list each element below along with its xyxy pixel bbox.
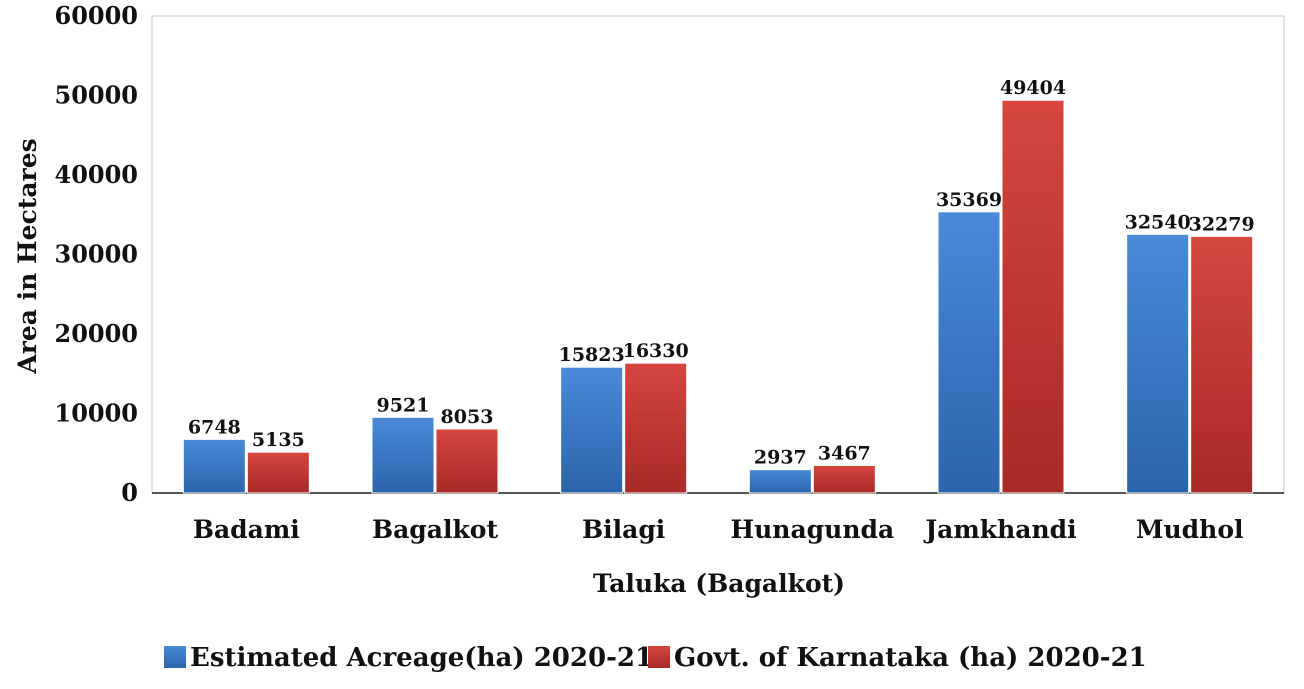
data-label: 32279: [1189, 213, 1255, 235]
y-tick-label: 10000: [55, 399, 139, 428]
bar-estimated-jamkhandi: [937, 211, 1001, 494]
data-label: 49404: [1000, 77, 1066, 99]
y-tick-label: 30000: [55, 240, 139, 269]
x-tick-label: Badami: [193, 515, 300, 544]
data-label: 32540: [1125, 211, 1191, 233]
bar-estimated-bilagi: [560, 366, 624, 494]
legend-label: Govt. of Karnataka (ha) 2020-21: [674, 643, 1147, 673]
x-tick-label: Jamkhandi: [923, 515, 1076, 544]
data-label: 5135: [252, 429, 305, 451]
bars-group: [182, 99, 1254, 494]
bar-estimated-badami: [182, 438, 246, 494]
data-label: 9521: [377, 394, 430, 416]
data-label: 6748: [188, 416, 241, 438]
x-tick-label: Mudhol: [1136, 515, 1244, 544]
legend-swatch: [164, 646, 186, 668]
bar-govt-bilagi: [624, 362, 688, 494]
y-tick-label: 20000: [55, 319, 139, 348]
legend-label: Estimated Acreage(ha) 2020-21: [190, 643, 653, 673]
plot-frame: [151, 15, 1285, 494]
bar-estimated-bagalkot: [371, 416, 435, 494]
bar-estimated-mudhol: [1126, 233, 1190, 494]
x-tick-label: Bagalkot: [372, 515, 499, 544]
bar-govt-badami: [246, 451, 310, 494]
data-label: 3467: [818, 442, 871, 464]
data-label: 35369: [936, 189, 1002, 211]
bar-govt-jamkhandi: [1001, 99, 1065, 494]
y-tick-label: 50000: [55, 81, 139, 110]
x-axis-title: Taluka (Bagalkot): [593, 569, 845, 598]
x-tick-label: Hunagunda: [730, 515, 894, 544]
y-tick-label: 60000: [55, 1, 139, 30]
legend: Estimated Acreage(ha) 2020-21 Govt. of Ka…: [164, 643, 1147, 673]
plot-area-border: [151, 15, 1285, 494]
legend-swatch: [648, 646, 670, 668]
data-label: 8053: [441, 406, 494, 428]
bar-govt-hunagunda: [812, 464, 876, 494]
y-axis: 0 10000 20000 30000 40000 50000 60000: [55, 1, 139, 507]
data-label: 15823: [559, 344, 625, 366]
y-tick-label: 0: [121, 478, 138, 507]
bar-govt-bagalkot: [435, 428, 499, 494]
x-axis: Badami Bagalkot Bilagi Hunagunda Jamkhandi Mu…: [193, 515, 1244, 544]
y-tick-label: 40000: [55, 160, 139, 189]
bar-estimated-hunagunda: [748, 469, 812, 494]
data-label: 2937: [754, 447, 807, 469]
y-axis-title: Area in Hectares: [13, 138, 42, 374]
data-label: 16330: [623, 340, 689, 362]
x-tick-label: Bilagi: [582, 515, 665, 544]
bar-govt-mudhol: [1190, 235, 1254, 494]
